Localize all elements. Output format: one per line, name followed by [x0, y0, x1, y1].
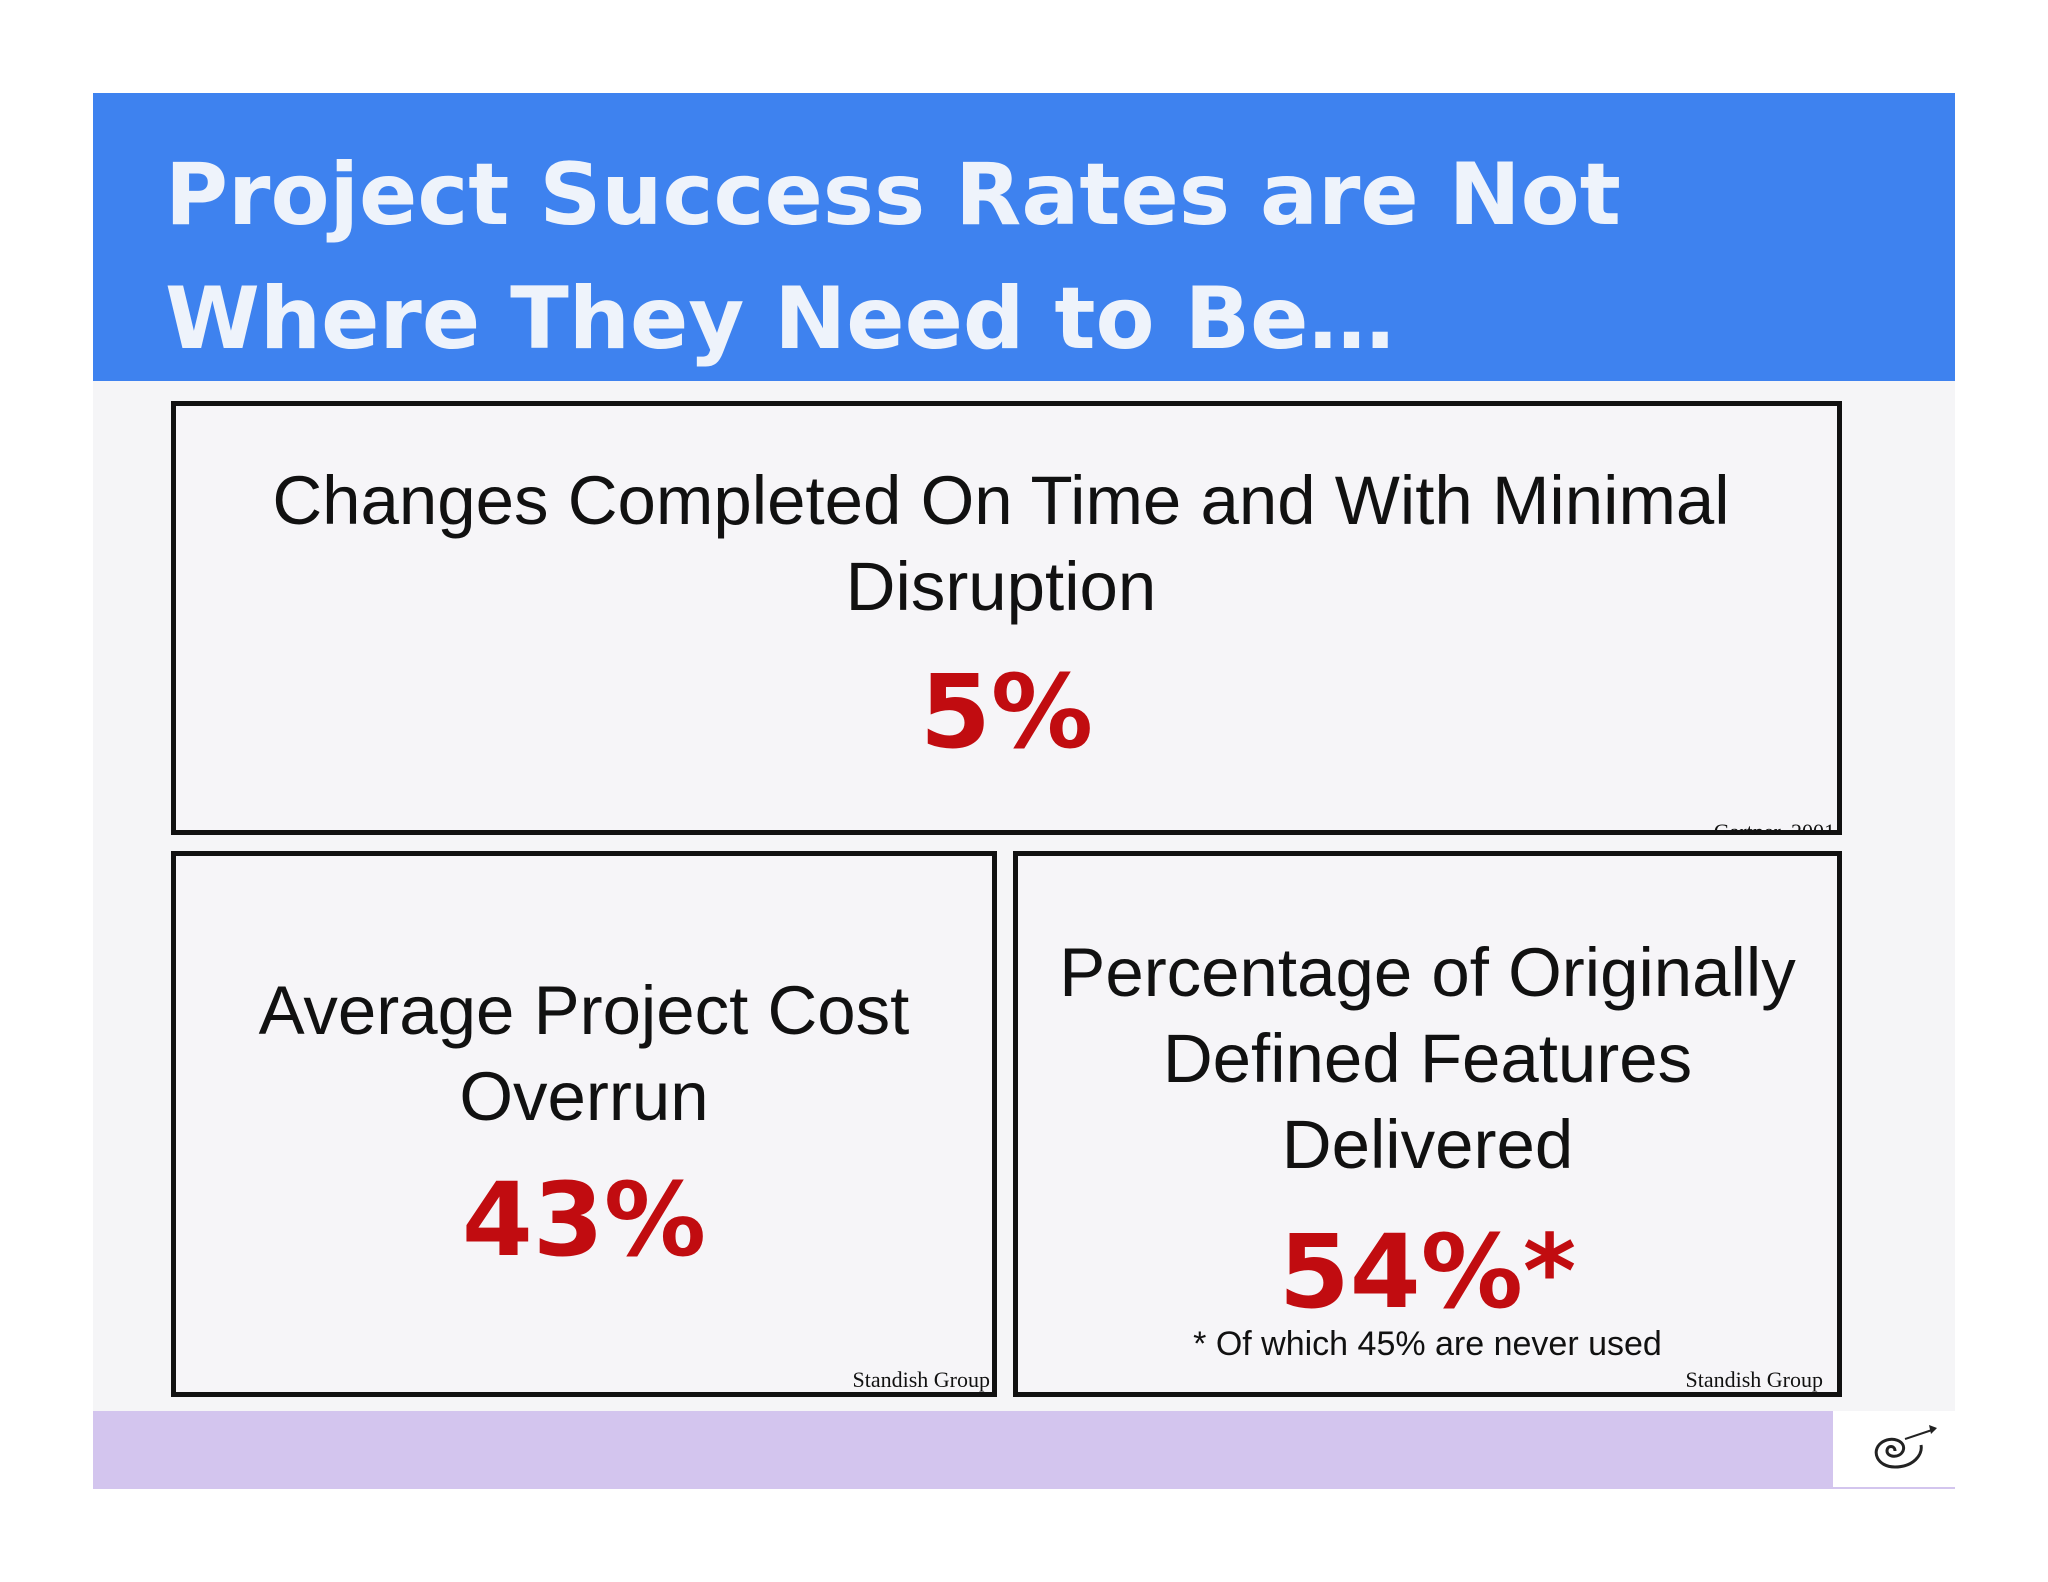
metric-footnote-features: * Of which 45% are never used [1193, 1325, 1662, 1363]
metric-value-features: 54%* [1278, 1213, 1577, 1332]
metric-heading-on-time: Changes Completed On Time and With Minim… [272, 462, 1730, 625]
source-citation-gartner: Gartner, 2001 [1713, 820, 1835, 834]
metric-value-on-time: 5% [919, 653, 1094, 772]
swirl-logo-icon [1833, 1411, 1955, 1489]
slide-title: Project Success Rates are Not Where They… [165, 145, 1621, 369]
metric-card-on-time: Changes Completed On Time and With Minim… [171, 401, 1842, 835]
footer-bar [93, 1411, 1833, 1489]
metric-value-cost-overrun: 43% [461, 1161, 707, 1280]
metric-card-features: Percentage of Originally Defined Feature… [1013, 851, 1842, 1397]
title-bar: Project Success Rates are Not Where They… [93, 93, 1955, 381]
source-citation-standish-left: Standish Group [852, 1367, 991, 1392]
metric-card-cost-overrun: Average Project Cost Overrun 43% Standis… [171, 851, 997, 1397]
metric-heading-features: Percentage of Originally Defined Feature… [1059, 934, 1796, 1183]
slide: Project Success Rates are Not Where They… [93, 93, 1955, 1489]
metric-heading-cost-overrun: Average Project Cost Overrun [258, 972, 910, 1135]
source-citation-standish-right: Standish Group [1685, 1367, 1824, 1392]
